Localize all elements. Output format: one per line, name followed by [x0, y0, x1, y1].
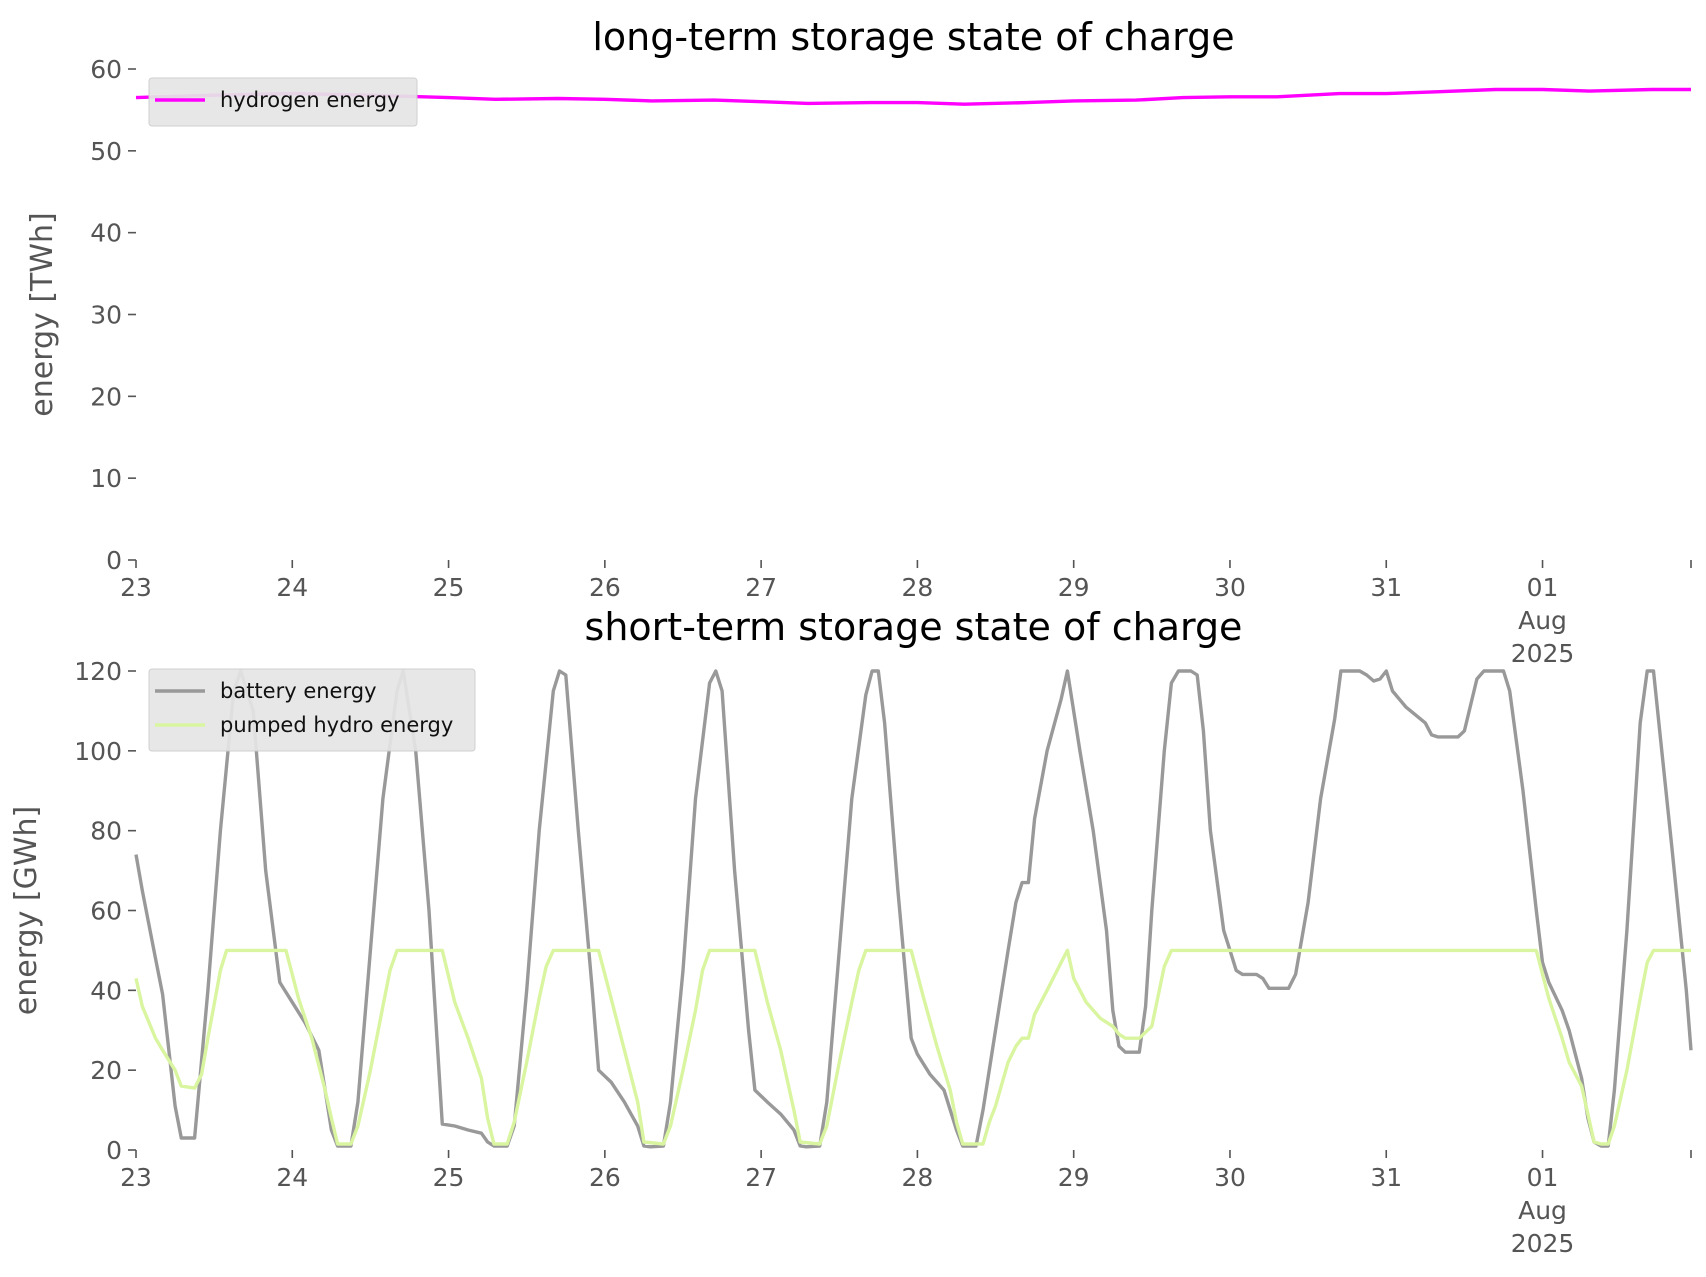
y-tick-label: 50: [90, 137, 122, 166]
x-tick-label: 26: [589, 573, 621, 602]
short-term-chart: short-term storage state of charge energy…: [9, 605, 1693, 1258]
y-tick-label: 0: [106, 1136, 122, 1165]
x-tick-label: 28: [902, 1163, 934, 1192]
x-tick-label: Aug: [1518, 1196, 1567, 1225]
y-tick-label: 80: [90, 817, 122, 846]
chart-title: long-term storage state of charge: [592, 15, 1234, 59]
legend-label: battery energy: [220, 679, 377, 703]
y-tick-label: 10: [90, 464, 122, 493]
y-axis-label: energy [GWh]: [9, 806, 44, 1015]
series-line-pumped-hydro-energy: [134, 948, 1691, 1146]
legend-label: hydrogen energy: [220, 88, 400, 112]
x-tick-label: 27: [745, 573, 777, 602]
x-tick-label: 2025: [1511, 1229, 1575, 1258]
x-tick-label: 01: [1527, 1163, 1559, 1192]
x-tick-label: 31: [1370, 1163, 1402, 1192]
legend: battery energy pumped hydro energy: [148, 668, 476, 752]
chart-title: short-term storage state of charge: [585, 605, 1243, 649]
y-tick-label: 20: [90, 382, 122, 411]
x-tick-label: 25: [433, 573, 465, 602]
x-tick-label: 26: [589, 1163, 621, 1192]
y-tick-label: 30: [90, 301, 122, 330]
y-tick-label: 40: [90, 219, 122, 248]
series-line-hydrogen-energy: [135, 87, 1691, 106]
x-tick-label: 30: [1214, 573, 1246, 602]
y-tick-label: 40: [90, 976, 122, 1005]
x-tick-label: 01: [1527, 573, 1559, 602]
x-tick-label: 23: [120, 573, 152, 602]
legend-label: pumped hydro energy: [220, 713, 453, 737]
legend-box: [148, 77, 418, 127]
x-tick-label: Aug: [1518, 606, 1567, 635]
x-tick-label: 29: [1058, 573, 1090, 602]
legend-box: [148, 668, 476, 752]
x-tick-label: 24: [276, 1163, 308, 1192]
x-tick-label: 31: [1370, 573, 1402, 602]
y-tick-label: 0: [106, 546, 122, 575]
legend: hydrogen energy: [148, 77, 418, 127]
x-tick-label: 23: [120, 1163, 152, 1192]
y-tick-label: 60: [90, 55, 122, 84]
long-term-chart: long-term storage state of charge energy …: [25, 15, 1692, 668]
y-axis-label: energy [TWh]: [25, 212, 60, 416]
x-tick-label: 2025: [1511, 639, 1575, 668]
x-tick-label: 29: [1058, 1163, 1090, 1192]
x-tick-label: 24: [276, 573, 308, 602]
y-tick-label: 20: [90, 1056, 122, 1085]
x-tick-label: 27: [745, 1163, 777, 1192]
y-tick-label: 100: [74, 737, 122, 766]
x-tick-label: 30: [1214, 1163, 1246, 1192]
x-tick-label: 28: [902, 573, 934, 602]
y-tick-label: 120: [74, 657, 122, 686]
y-tick-label: 60: [90, 897, 122, 926]
x-tick-label: 25: [433, 1163, 465, 1192]
